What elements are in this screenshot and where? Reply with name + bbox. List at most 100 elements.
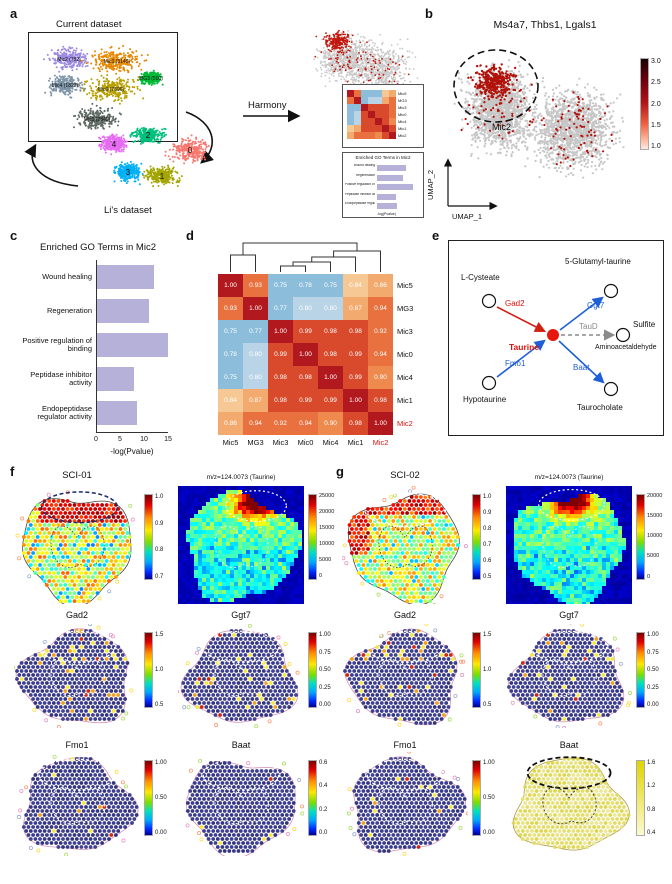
inset-heatmap-cell <box>368 125 375 132</box>
inset-heatmap-cell <box>368 104 375 111</box>
colorbar-tick: 0 <box>647 573 651 580</box>
inset-heatmap-cell <box>368 132 375 139</box>
svg-text:Mic1 (3149): Mic1 (3149) <box>104 59 131 65</box>
go-bar <box>96 333 168 357</box>
colorbar-ticks: 1.5 1.0 0.5 <box>155 632 163 708</box>
panel-a-flow-arrows <box>24 109 301 187</box>
colorbar-tick: 0.00 <box>319 702 331 708</box>
svg-text:MG3 (500): MG3 (500) <box>139 76 163 82</box>
colorbar-tick: 0.50 <box>155 795 167 801</box>
inset-heatmap-cell <box>375 104 382 111</box>
heatmap-cell: 0.98 <box>343 412 368 435</box>
colorbar-ticks: 1.00 0.50 0.00 <box>155 760 167 836</box>
colorbar-tick: 0.5 <box>483 574 492 580</box>
heatmap-cell: 0.92 <box>268 412 293 435</box>
taurine-msi-map-sci02 <box>506 486 632 604</box>
node-glutamyl-taurine: 5-Glutamyl-taurine <box>565 257 631 266</box>
colorbar-tick: 15000 <box>647 513 663 520</box>
heatmap-cell: 0.92 <box>368 320 393 343</box>
node-aminoacetaldehyde: Aminoacetaldehyde <box>595 344 657 351</box>
colorbar-tick: 3.0 <box>651 58 661 65</box>
li-dataset-umap: 0 1 2 3 4 <box>98 127 210 188</box>
inset-go-label: Wound healing <box>353 164 375 167</box>
colorbar-f-spots: 1.0 0.9 0.8 0.7 <box>144 494 163 580</box>
harmony-label: Harmony <box>248 100 287 111</box>
li-dataset-label: Li's dataset <box>104 205 152 216</box>
heatmap-cell: 0.90 <box>318 412 343 435</box>
heatmap-cell: 1.00 <box>318 366 343 389</box>
inset-heatmap-cell <box>382 111 389 118</box>
heatmap-cell: 0.78 <box>218 343 243 366</box>
heatmap-cell: 1.00 <box>268 320 293 343</box>
inset-heatmap-cell <box>382 104 389 111</box>
heatmap-cell: 0.77 <box>243 320 268 343</box>
inset-heatmap-label: Mic3 <box>398 105 407 110</box>
colorbar-tick: 0.75 <box>319 649 331 656</box>
heatmap-cell: 0.80 <box>293 297 318 320</box>
heatmap-cell: 0.99 <box>343 343 368 366</box>
colorbar-gradient <box>144 632 153 708</box>
heatmap-cell: 0.93 <box>243 274 268 297</box>
colorbar-tick: 20000 <box>647 493 663 499</box>
go-bar <box>96 401 137 425</box>
heatmap-cell: 0.94 <box>368 297 393 320</box>
inset-heatmap-label: Mic2 <box>398 133 407 138</box>
panel-c-title: Enriched GO Terms in Mic2 <box>40 242 156 253</box>
svg-text:1: 1 <box>160 172 165 181</box>
heatmap-cell: 0.80 <box>318 297 343 320</box>
colorbar-tick: 0.50 <box>483 795 495 801</box>
enzyme-baat: Baat <box>573 363 590 372</box>
colorbar-f-gad2: 1.5 1.0 0.5 <box>144 632 163 708</box>
node-taurine: Taurine <box>509 342 540 352</box>
inset-heatmap-cell <box>389 118 396 125</box>
colorbar-tick: 0.6 <box>483 558 492 564</box>
colorbar-ticks: 1.00 0.75 0.50 0.25 0.00 <box>319 632 331 708</box>
inset-heatmap-cell <box>361 111 368 118</box>
inset-heatmap-cell <box>361 132 368 139</box>
inset-heatmap-cell <box>375 125 382 132</box>
heatmap-cell: 1.00 <box>368 412 393 435</box>
heatmap-cell: 1.00 <box>293 343 318 366</box>
enzyme-fmo1: Fmo1 <box>505 359 526 368</box>
colorbar-tick: 0.75 <box>647 649 659 656</box>
inset-heatmap-cell <box>368 118 375 125</box>
heatmap-cell: 0.75 <box>218 320 243 343</box>
colorbar-g-fmo1: 1.00 0.50 0.00 <box>472 760 495 836</box>
fmo1-spatial-map-sci01 <box>17 752 139 856</box>
inset-heatmap-cell <box>361 90 368 97</box>
colorbar-g-spots: 1.0 0.9 0.8 0.7 0.6 0.5 <box>472 494 491 580</box>
inset-go-label: Positive regulation of binding <box>345 183 375 186</box>
colorbar-ticks: 20000 15000 10000 5000 0 <box>647 493 663 580</box>
inset-heatmap-cell <box>389 111 396 118</box>
colorbar-gradient <box>472 632 481 708</box>
taurine-msi-map-sci01 <box>178 486 304 604</box>
heatmap-cell: 0.93 <box>218 297 243 320</box>
panel-a-label: a <box>10 6 18 21</box>
colorbar-tick: 0.50 <box>319 667 331 673</box>
heatmap-cell: 0.98 <box>293 366 318 389</box>
panel-b-title: Ms4a7, Thbs1, Lgals1 <box>493 19 597 31</box>
colorbar-tick: 1.00 <box>155 760 167 766</box>
colorbar-tick: 1.0 <box>155 494 164 500</box>
enzyme-taud: TauD <box>579 322 598 331</box>
colorbar-tick: 0.5 <box>483 702 492 708</box>
inset-heatmap-cell <box>389 125 396 132</box>
colorbar-tick: 0 <box>319 573 323 580</box>
pathway-arrows <box>481 283 631 397</box>
inset-heatmap-cell <box>354 125 361 132</box>
colorbar-tick: 10000 <box>319 541 335 548</box>
svg-text:Mic2 (782): Mic2 (782) <box>57 57 81 63</box>
g-ggt7-title: Ggt7 <box>559 610 579 620</box>
colorbar-tick: 2.0 <box>651 100 661 108</box>
colorbar-ticks: 1.6 1.2 0.8 0.4 <box>647 760 655 836</box>
colorbar-g-baat: 1.6 1.2 0.8 0.4 <box>636 760 655 836</box>
colorbar-gradient <box>472 760 481 836</box>
inset-heatmap-cell <box>347 97 354 104</box>
current-dataset-umap: Mic2 (782) Mic1 (3149) MG3 (500) Mic0 (7596… <box>28 32 178 142</box>
heatmap-row-label: Mic3 <box>397 327 413 336</box>
go-term-label: Regeneration <box>46 305 92 315</box>
colorbar-gradient <box>472 494 481 580</box>
f-gad2-title: Gad2 <box>65 610 89 620</box>
colorbar-tick: 1.2 <box>647 783 656 790</box>
